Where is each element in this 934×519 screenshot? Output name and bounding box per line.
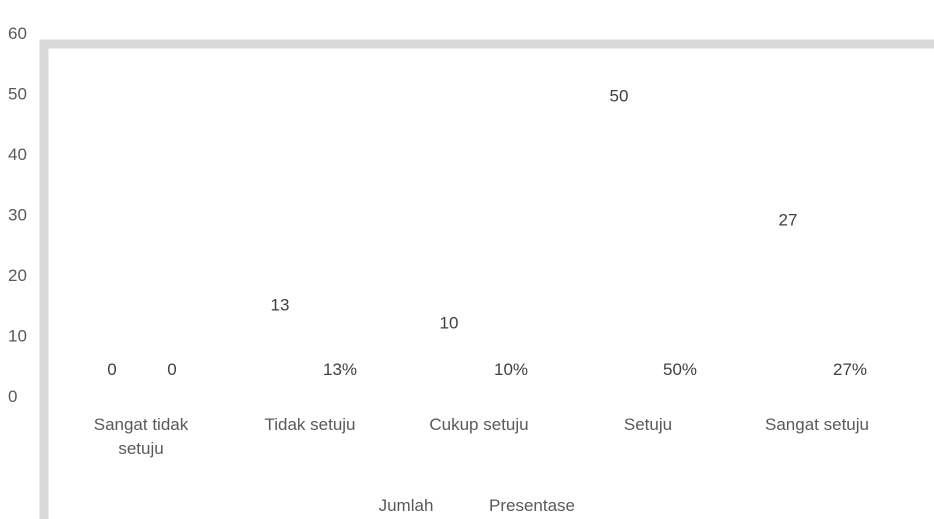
chart-border: [39, 39, 934, 519]
data-label-presentase: 0: [167, 360, 176, 379]
legend-jumlah: Jumlah: [379, 496, 434, 515]
x-category-label: Tidak setuju: [264, 415, 355, 434]
data-label-jumlah: 27: [779, 211, 798, 230]
x-category-label: Sangat setuju: [765, 415, 869, 434]
x-category-label: Sangat tidak setuju: [94, 415, 189, 458]
y-tick-label: 50: [8, 85, 27, 104]
x-category-label: Setuju: [624, 415, 672, 434]
data-label-jumlah: 0: [107, 360, 116, 379]
data-label-presentase: 27%: [833, 360, 867, 379]
y-tick-label: 60: [8, 24, 27, 43]
y-tick-label: 0: [8, 387, 17, 406]
data-label-jumlah: 10: [440, 314, 459, 333]
y-axis: 0 10 20 30 40 50 60: [8, 24, 27, 406]
y-tick-label: 30: [8, 206, 27, 225]
data-label-presentase: 13%: [323, 360, 357, 379]
data-label-presentase: 10%: [494, 360, 528, 379]
y-tick-label: 10: [8, 327, 27, 346]
data-label-jumlah: 50: [610, 87, 629, 106]
legend-presentase: Presentase: [489, 496, 575, 515]
chart-frame-layer: [39, 39, 934, 519]
x-axis: Sangat tidak setuju Tidak setuju Cukup setu…: [94, 415, 869, 458]
y-tick-label: 40: [8, 145, 27, 164]
data-labels: 0 13 10 50 27 0 13% 10% 50% 27%: [107, 87, 867, 380]
data-label-presentase: 50%: [663, 360, 697, 379]
y-tick-label: 20: [8, 266, 27, 285]
legend: Jumlah Presentase: [379, 496, 575, 515]
data-label-jumlah: 13: [271, 295, 290, 314]
x-category-label: Cukup setuju: [429, 415, 528, 434]
